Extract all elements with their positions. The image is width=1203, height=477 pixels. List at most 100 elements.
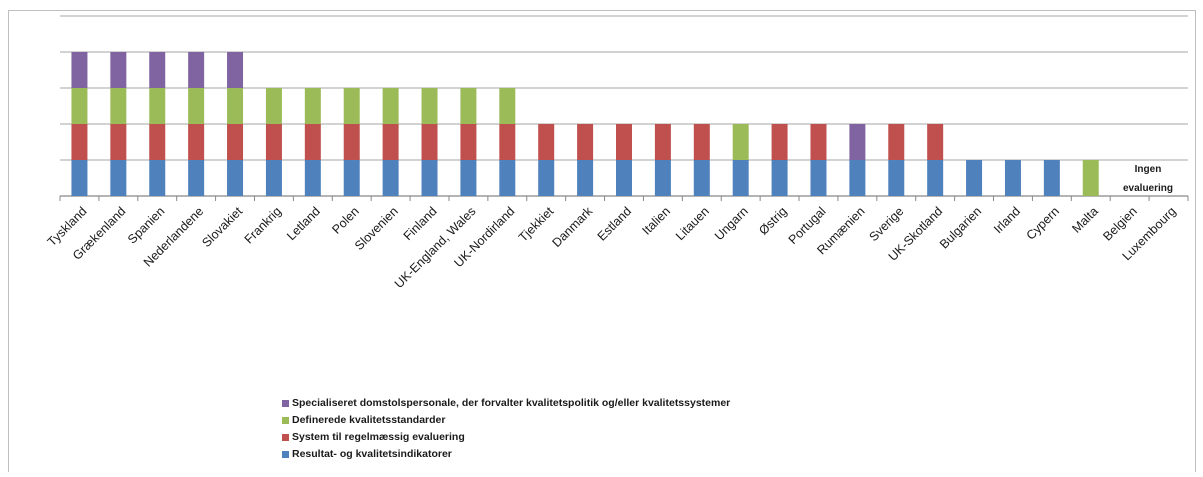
bar-segment [577,160,593,196]
bar-segment [694,124,710,160]
legend-label: Resultat- og kvalitetsindikatorer [292,446,452,463]
bar-segment [71,52,87,88]
bar-segment [305,124,321,160]
bar-segment [655,160,671,196]
legend-swatch [282,400,289,407]
bar-segment [733,124,749,160]
bar-segment [538,124,554,160]
bar-segment [460,160,476,196]
bar-segment [1044,160,1060,196]
bar-segment [810,124,826,160]
bar-segment [577,124,593,160]
x-tick-label: Belgien [1100,204,1139,243]
x-tick-label: Letland [284,204,323,243]
bar-segment [188,88,204,124]
bar-segment [1005,160,1021,196]
bar-segment [71,160,87,196]
x-tick-label: Cypern [1024,204,1062,242]
bar-segment [927,160,943,196]
bar-segment [149,52,165,88]
bar-segment [110,88,126,124]
bar-segment [499,124,515,160]
bar-segment [422,88,438,124]
bar-segment [927,124,943,160]
bar-segment [1083,160,1099,196]
bar-segment [188,52,204,88]
legend-label: Definerede kvalitetsstandarder [292,412,445,429]
bar-segment [110,52,126,88]
bar-segment [188,124,204,160]
bar-segment [305,160,321,196]
legend-item: Specialiseret domstolspersonale, der for… [282,395,730,412]
bar-segment [344,160,360,196]
bar-segment [694,160,710,196]
bar-segment [849,160,865,196]
chart-legend: Specialiseret domstolspersonale, der for… [282,395,730,463]
legend-item: Resultat- og kvalitetsindikatorer [282,446,730,463]
no-evaluation-note-line1: Ingen [1118,160,1178,179]
bar-segment [149,124,165,160]
bar-segment [110,124,126,160]
bar-segment [266,160,282,196]
bar-segment [460,88,476,124]
x-tick-label: Østrig [756,204,790,238]
bar-segment [772,124,788,160]
bar-segment [188,160,204,196]
bar-segment [305,88,321,124]
bar-segment [499,160,515,196]
legend-swatch [282,434,289,441]
bar-segment [383,88,399,124]
legend-swatch [282,417,289,424]
bar-segment [810,160,826,196]
x-tick-label: Bulgarien [937,204,984,251]
bar-segment [227,88,243,124]
bar-segment [966,160,982,196]
bar-segment [344,88,360,124]
bar-segment [772,160,788,196]
x-tick-label: Slovakiet [199,204,245,250]
bar-segment [227,124,243,160]
bar-segment [888,124,904,160]
legend-label: System til regelmæssig evaluering [292,429,465,446]
legend-label: Specialiseret domstolspersonale, der for… [292,395,730,412]
x-tick-label: Irland [991,204,1023,236]
bar-segment [71,124,87,160]
x-tick-label: Litauen [673,204,712,243]
bar-segment [149,160,165,196]
bar-segment [616,160,632,196]
bar-segment [888,160,904,196]
x-tick-label: Polen [329,204,362,237]
x-axis-labels: TysklandGrækenlandSpanienNederlandeneSlo… [45,204,1179,291]
bar-segment [227,160,243,196]
bar-segment [227,52,243,88]
bar-segment [149,88,165,124]
bar-segment [538,160,554,196]
x-tick-label: Italien [640,204,674,238]
bar-segment [422,124,438,160]
x-tick-label: Frankrig [242,204,284,246]
x-tick-label: Finland [401,204,440,243]
bar-segment [655,124,671,160]
legend-swatch [282,451,289,458]
bar-segment [71,88,87,124]
bar-segment [849,124,865,160]
stacked-bar-chart: TysklandGrækenlandSpanienNederlandeneSlo… [0,0,1203,400]
bar-segment [383,124,399,160]
legend-item: System til regelmæssig evaluering [282,429,730,446]
bar-segment [110,160,126,196]
bar-segment [344,124,360,160]
x-tick-label: Slovenien [352,204,401,253]
no-evaluation-note: Ingen evaluering [1118,160,1178,198]
bar-segment [266,88,282,124]
bar-segment [460,124,476,160]
x-tick-label: Ungarn [712,204,751,243]
bar-segment [266,124,282,160]
x-tick-label: Danmark [549,204,595,250]
bar-segment [616,124,632,160]
bar-segment [383,160,399,196]
no-evaluation-note-line2: evaluering [1118,179,1178,198]
x-tick-label: Malta [1069,204,1101,236]
x-tick-label: Estland [595,204,634,243]
legend-item: Definerede kvalitetsstandarder [282,412,730,429]
bar-segment [499,88,515,124]
